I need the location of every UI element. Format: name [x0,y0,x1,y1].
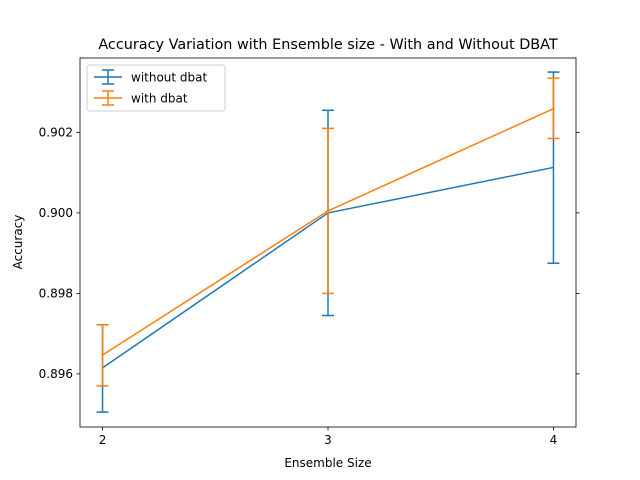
legend-item: with dbat [94,90,188,106]
legend: without dbat with dbat [86,64,226,112]
x-tick-label: 3 [324,433,332,447]
series-line [102,108,554,356]
axes-layer: 2 3 4 0.896 0.898 0.900 0.902 [39,57,580,447]
y-tick-label: 0.898 [39,287,73,301]
legend-label: with dbat [131,91,188,105]
data-layer [96,71,560,413]
series-1 [96,77,560,387]
y-tick-label: 0.900 [39,206,73,220]
x-tick-label: 4 [550,433,558,447]
legend-label: without dbat [131,70,208,84]
legend-item: without dbat [94,69,208,85]
y-tick-label: 0.902 [39,126,73,140]
y-axis-label: Accuracy [11,215,25,270]
x-axis-label: Ensemble Size [284,456,371,470]
chart-title: Accuracy Variation with Ensemble size - … [98,37,558,53]
y-tick-label: 0.896 [39,367,73,381]
x-tick-label: 2 [99,433,107,447]
